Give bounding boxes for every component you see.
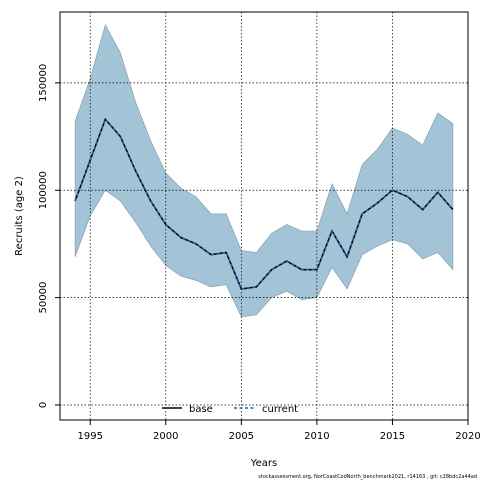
x-tick-label-2015: 2015 [380,431,405,442]
confidence-band [74,24,454,318]
legend-label-base: base [189,404,213,415]
y-tick-label-150000: 150000 [38,64,49,102]
y-tick-label-50000: 50000 [38,282,49,314]
legend-label-current: current [262,404,298,415]
y-tick-label-100000: 100000 [38,171,49,209]
axis-layer: 1995 2000 2005 2010 2015 2020 0 50000 100000 1500… [38,11,480,442]
series-line-base [74,117,454,290]
footnote: stockassessment.org, NorCoastCodNorth_be… [258,474,477,480]
y-axis-title: Recruits (age 2) [14,176,25,256]
confidence-band-layer [74,24,454,318]
x-tick-label-2000: 2000 [153,431,178,442]
series-layer [74,117,454,290]
y-tick-label-0: 0 [38,402,49,408]
x-tick-label-2010: 2010 [304,431,329,442]
x-axis-title: Years [250,458,277,469]
legend: base current [162,404,298,415]
x-tick-label-2005: 2005 [229,431,254,442]
plot-frame [59,11,469,421]
x-tick-label-2020: 2020 [455,431,480,442]
x-tick-label-1995: 1995 [77,431,102,442]
